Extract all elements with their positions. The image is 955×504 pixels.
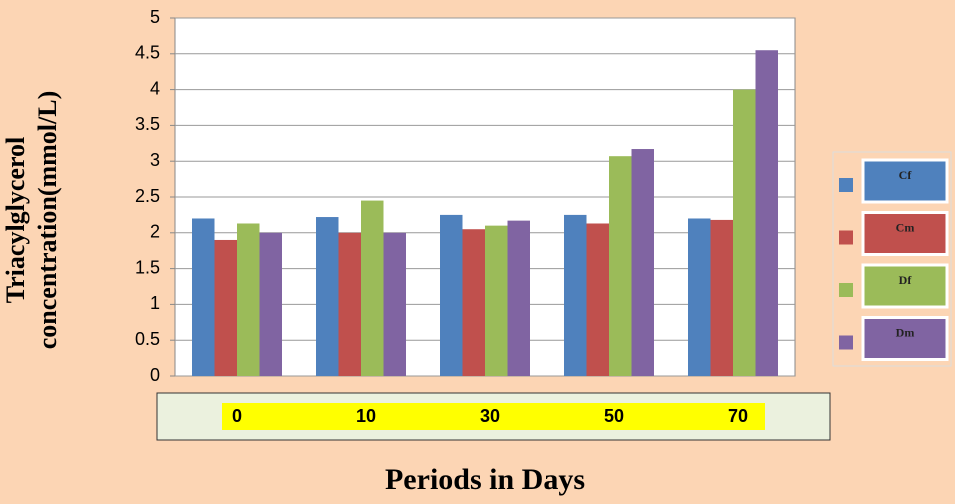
legend-box bbox=[861, 263, 949, 309]
x-tick-label: 0 bbox=[232, 406, 242, 426]
bar bbox=[507, 220, 530, 376]
x-tick-label: 10 bbox=[356, 406, 376, 426]
x-axis-label: Periods in Days bbox=[385, 463, 585, 496]
bar bbox=[564, 214, 587, 376]
y-tick-label: 4.5 bbox=[135, 43, 160, 63]
y-tick-label: 1 bbox=[150, 293, 160, 313]
y-tick-label: 0 bbox=[150, 365, 160, 385]
bar bbox=[361, 200, 384, 376]
legend-box bbox=[861, 316, 949, 361]
bar bbox=[710, 219, 733, 376]
y-tick-label: 0.5 bbox=[135, 329, 160, 349]
legend-box bbox=[861, 158, 949, 204]
y-tick-label: 3 bbox=[150, 150, 160, 170]
bar bbox=[237, 223, 260, 376]
bar bbox=[586, 223, 609, 376]
y-tick-label: 3.5 bbox=[135, 114, 160, 134]
bar bbox=[338, 232, 361, 376]
bar bbox=[609, 156, 632, 376]
y-tick-label: 2.5 bbox=[135, 186, 160, 206]
legend-swatch bbox=[839, 335, 853, 350]
bar bbox=[383, 232, 406, 376]
bar bbox=[192, 218, 215, 376]
legend-swatch bbox=[839, 178, 853, 192]
legend-box bbox=[861, 211, 949, 256]
y-tick-label: 5 bbox=[150, 7, 160, 27]
bar bbox=[733, 89, 756, 376]
bar bbox=[316, 217, 339, 376]
legend-label: Cm bbox=[896, 220, 915, 234]
y-tick-label: 1.5 bbox=[135, 257, 160, 277]
y-tick-label: 2 bbox=[150, 222, 160, 242]
bar bbox=[259, 232, 282, 376]
bar bbox=[485, 225, 508, 376]
x-tick-label: 30 bbox=[480, 406, 500, 426]
y-axis-label: Triacylglycerol concentration(mmol/L) bbox=[1, 91, 62, 350]
bar bbox=[462, 229, 485, 376]
bar bbox=[214, 239, 237, 376]
legend-label: Dm bbox=[896, 325, 915, 339]
x-tick-label: 50 bbox=[604, 406, 624, 426]
bar bbox=[440, 214, 463, 376]
x-tick-label: 70 bbox=[728, 406, 748, 426]
y-tick-label: 4 bbox=[150, 78, 160, 98]
bar bbox=[755, 50, 778, 376]
bar bbox=[631, 149, 654, 376]
legend-swatch bbox=[839, 283, 853, 297]
legend-frame bbox=[832, 151, 952, 367]
category-highlight bbox=[222, 403, 765, 430]
legend-label: Df bbox=[899, 273, 913, 287]
legend-swatch bbox=[839, 230, 853, 245]
bar bbox=[688, 218, 711, 376]
legend-label: Cf bbox=[899, 168, 913, 182]
